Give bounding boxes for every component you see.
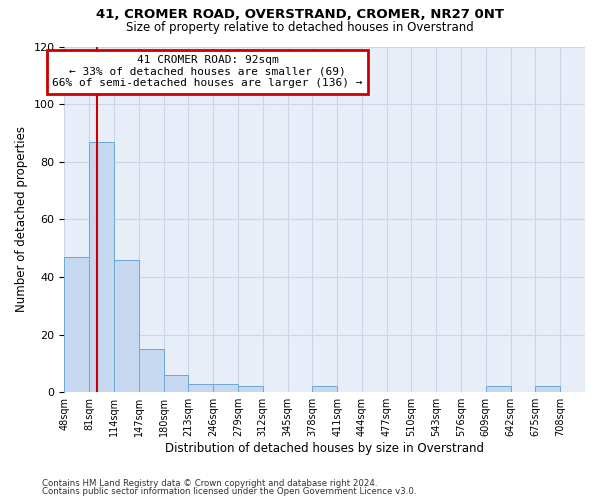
Bar bbox=[139, 349, 164, 392]
Bar bbox=[64, 257, 89, 392]
Bar bbox=[188, 384, 213, 392]
Bar bbox=[486, 386, 511, 392]
Bar bbox=[114, 260, 139, 392]
Bar bbox=[89, 142, 114, 392]
Text: Contains HM Land Registry data © Crown copyright and database right 2024.: Contains HM Land Registry data © Crown c… bbox=[42, 478, 377, 488]
Bar bbox=[213, 384, 238, 392]
Bar bbox=[535, 386, 560, 392]
Bar bbox=[164, 375, 188, 392]
Text: Size of property relative to detached houses in Overstrand: Size of property relative to detached ho… bbox=[126, 21, 474, 34]
X-axis label: Distribution of detached houses by size in Overstrand: Distribution of detached houses by size … bbox=[165, 442, 484, 455]
Text: Contains public sector information licensed under the Open Government Licence v3: Contains public sector information licen… bbox=[42, 487, 416, 496]
Bar bbox=[313, 386, 337, 392]
Y-axis label: Number of detached properties: Number of detached properties bbox=[15, 126, 28, 312]
Text: 41, CROMER ROAD, OVERSTRAND, CROMER, NR27 0NT: 41, CROMER ROAD, OVERSTRAND, CROMER, NR2… bbox=[96, 8, 504, 20]
Bar bbox=[238, 386, 263, 392]
Text: 41 CROMER ROAD: 92sqm
← 33% of detached houses are smaller (69)
66% of semi-deta: 41 CROMER ROAD: 92sqm ← 33% of detached … bbox=[52, 55, 363, 88]
